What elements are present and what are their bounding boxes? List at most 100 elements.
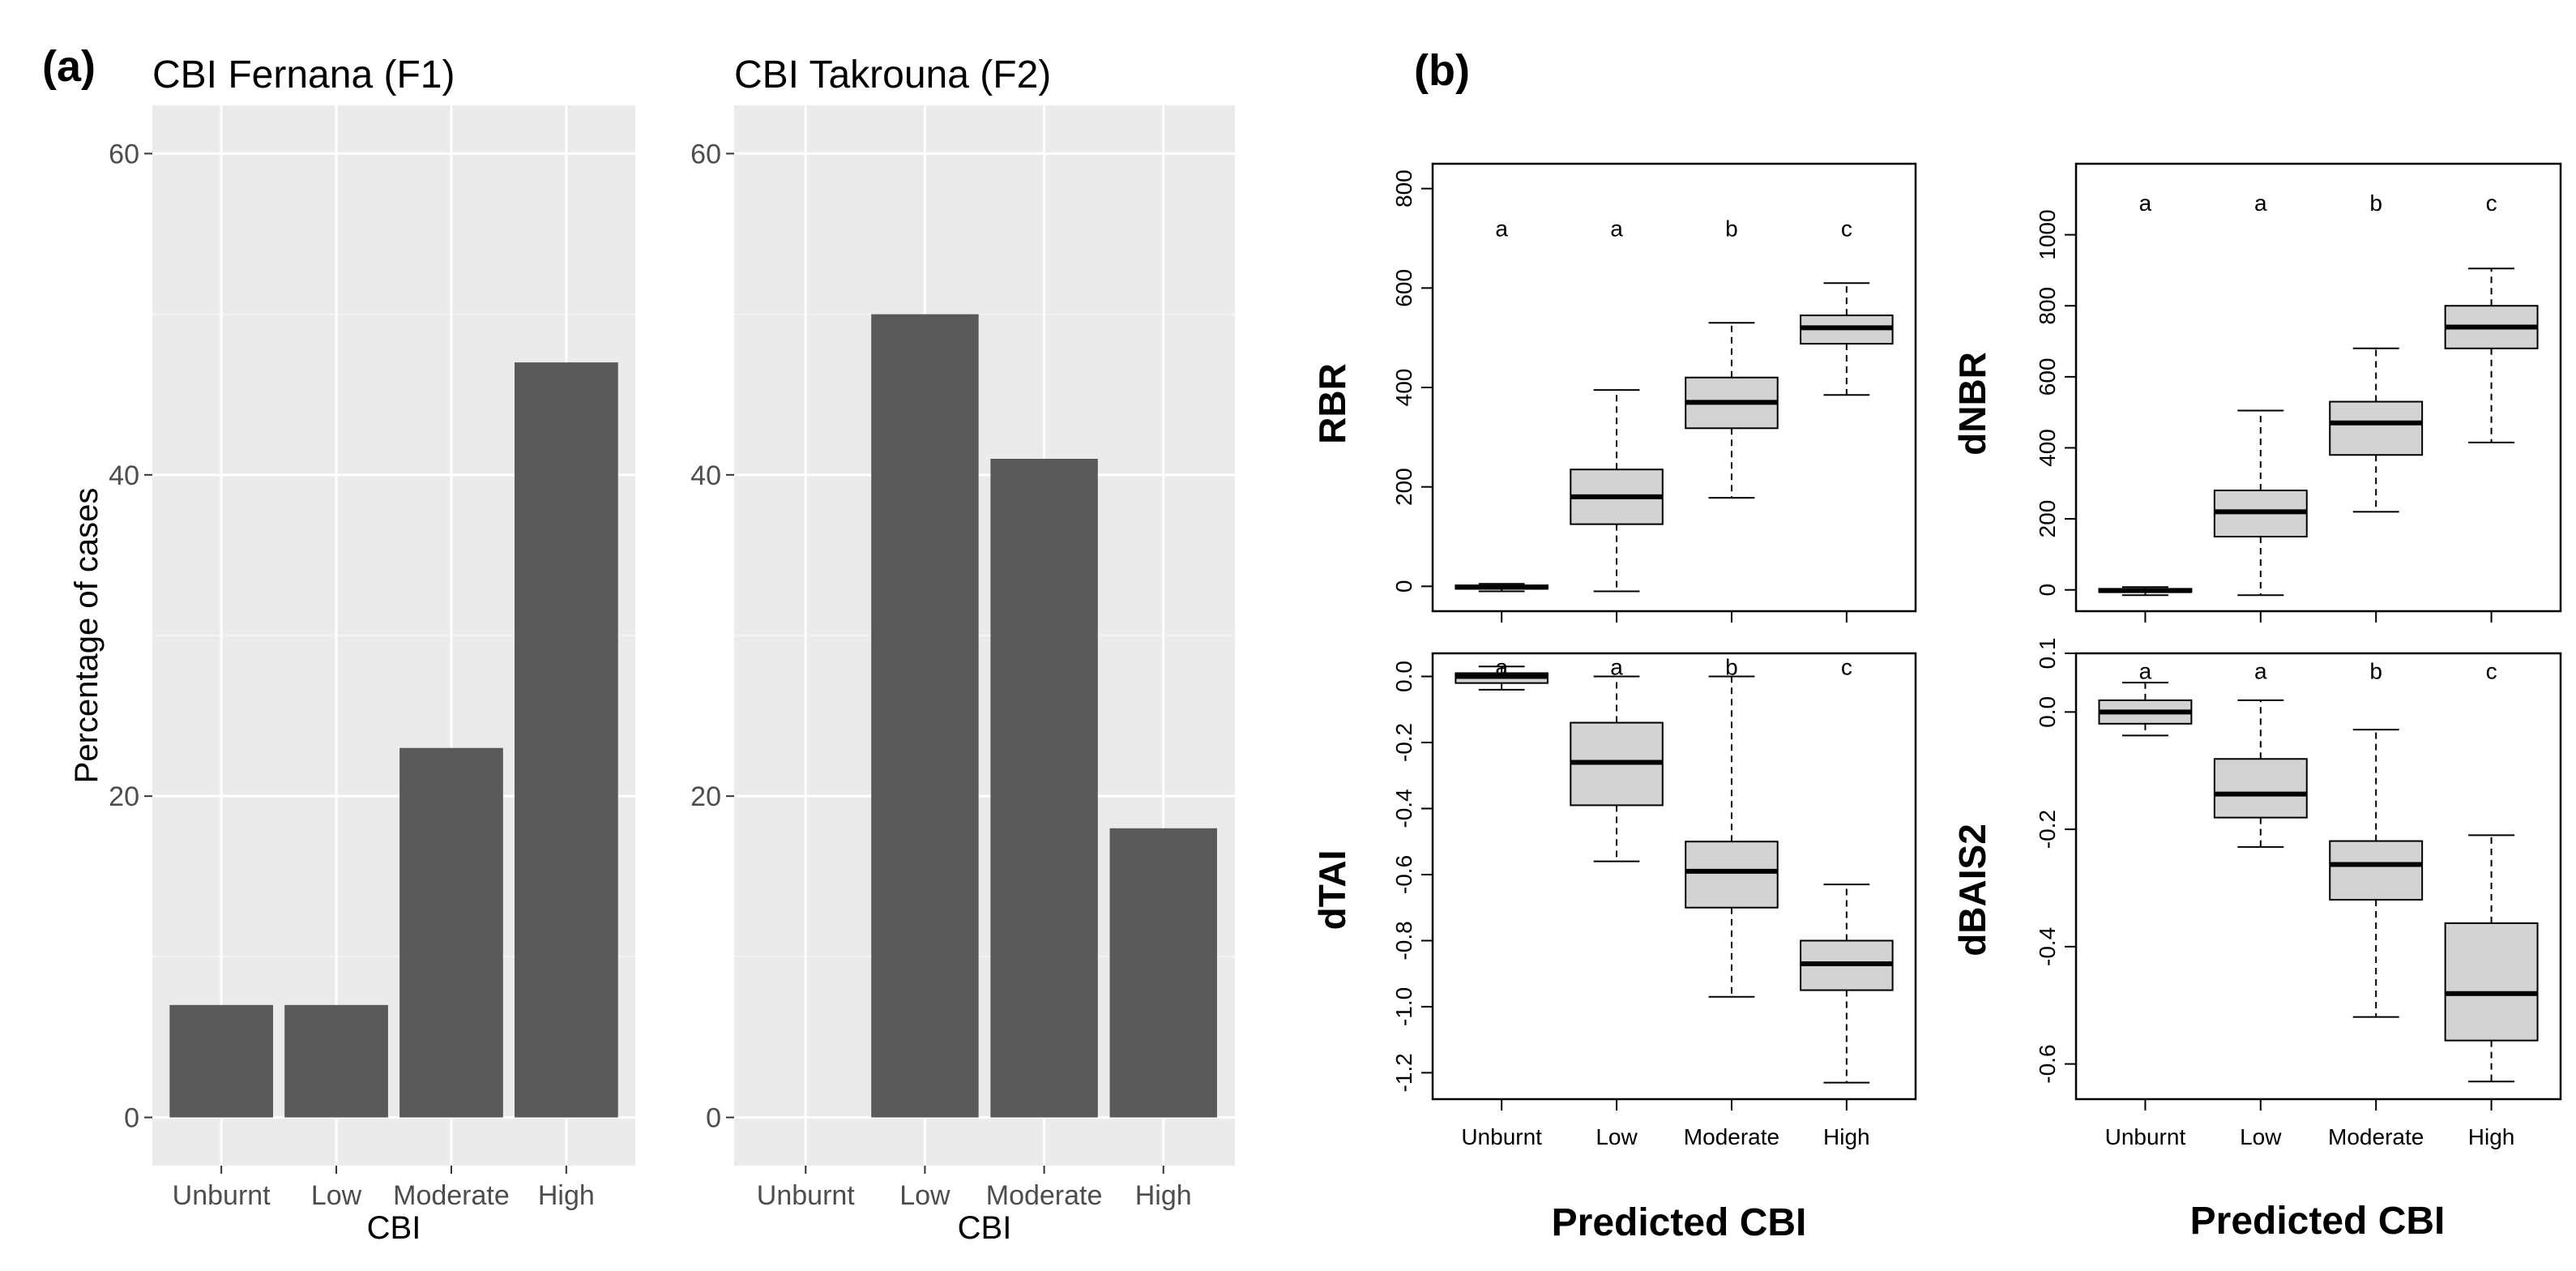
x-tick-label-high-dtai: High	[1823, 1124, 1870, 1149]
boxplot-dnbr: dNBR 0 200 400 600 800 1000 a a b c	[1951, 162, 2562, 623]
y-tick-label-fernana: 60	[109, 139, 139, 169]
y-tick-label-takrouna: 60	[690, 139, 721, 169]
significance-letter-moderate-dnbr: b	[2369, 190, 2382, 216]
box-low-dbais2	[2213, 758, 2308, 819]
x-tick-label-low-takrouna: Low	[899, 1180, 951, 1211]
x-tick-label-moderate-fernana: Moderate	[393, 1180, 510, 1211]
box-moderate-dbais2	[2329, 840, 2424, 901]
bar-moderate-takrouna	[990, 459, 1098, 1118]
y-tick-label-dnbr: 200	[2035, 500, 2060, 538]
box-high-dbais2	[2444, 922, 2539, 1042]
plot-frame-dnbr	[2074, 162, 2562, 613]
significance-letter-high-dtai: c	[1841, 654, 1852, 679]
y-tick-label-dnbr: 400	[2035, 429, 2060, 467]
significance-letter-unburnt-dtai: a	[1495, 654, 1508, 679]
x-tick-label-moderate-takrouna: Moderate	[986, 1180, 1103, 1211]
y-axis-label-dnbr: dNBR	[1951, 352, 1993, 456]
significance-letter-high-rbr: c	[1841, 216, 1852, 242]
bar-chart-takrouna: CBI Takrouna (F2) 0 20 40 60 Unburnt Low Mode…	[690, 53, 1235, 1246]
y-axis-fernana: 0 20 40 60	[109, 139, 152, 1134]
y-tick-label-takrouna: 40	[690, 460, 721, 491]
significance-letter-moderate-dbais2: b	[2369, 659, 2382, 684]
y-axis-label-rbr: RBR	[1311, 363, 1353, 444]
y-tick-label-dtai: -0.8	[1391, 921, 1416, 960]
y-tick-label-rbr: 0	[1391, 580, 1416, 593]
significance-letter-unburnt-dbais2: a	[2139, 659, 2152, 684]
plot-frame-dtai	[1431, 652, 1917, 1101]
x-axis-label-takrouna: CBI	[958, 1210, 1012, 1246]
boxplot-rbr: RBR 0 200 400 600 800 a a b c	[1311, 162, 1917, 623]
x-tick-label-high-takrouna: High	[1135, 1180, 1192, 1211]
y-tick-label-rbr: 200	[1391, 468, 1416, 506]
x-tick-label-unburnt-takrouna: Unburnt	[757, 1180, 856, 1211]
y-tick-label-dtai: -0.6	[1391, 855, 1416, 894]
y-tick-label-takrouna: 0	[706, 1103, 721, 1134]
y-tick-label-dnbr: 800	[2035, 287, 2060, 325]
y-tick-label-rbr: 600	[1391, 269, 1416, 307]
chart-title-takrouna: CBI Takrouna (F2)	[734, 53, 1051, 96]
y-tick-label-dtai: -0.4	[1391, 789, 1416, 828]
bar-moderate-fernana	[399, 747, 503, 1118]
x-tick-label-unburnt-dbais2: Unburnt	[2105, 1124, 2186, 1149]
significance-letter-low-rbr: a	[1610, 216, 1623, 242]
boxplot-dtai: dTAI Predicted CBI 0.0 -0.2 -0.4 -0.6 -0.8 -1…	[1311, 652, 1917, 1244]
x-axis-fernana: Unburnt Low Moderate High	[173, 1166, 595, 1211]
significance-letter-moderate-dtai: b	[1725, 654, 1738, 679]
x-tick-label-moderate-dtai: Moderate	[1684, 1124, 1779, 1149]
x-axis-label-dbais2: Predicted CBI	[2190, 1200, 2446, 1243]
bar-chart-fernana: CBI Fernana (F1) 0 20 40 60 Unburnt Low Moder…	[69, 53, 635, 1246]
bars-takrouna	[871, 314, 1217, 1118]
y-tick-label-dnbr: 1000	[2035, 209, 2060, 259]
y-tick-label-dtai: -1.0	[1391, 987, 1416, 1026]
plot-frame-dbais2	[2074, 652, 2562, 1101]
significance-letter-low-dbais2: a	[2254, 659, 2267, 684]
x-tick-label-unburnt-fernana: Unburnt	[173, 1180, 271, 1211]
y-tick-label-rbr: 400	[1391, 369, 1416, 407]
x-tick-label-moderate-dbais2: Moderate	[2328, 1124, 2424, 1149]
bar-high-takrouna	[1109, 828, 1217, 1118]
y-axis-label-dtai: dTAI	[1311, 850, 1353, 931]
panel-b-tag: (b)	[1414, 46, 1470, 95]
y-axis-label-fernana: Percentage of cases	[69, 488, 105, 784]
y-tick-label-rbr: 800	[1391, 169, 1416, 208]
box-moderate-dnbr	[2329, 400, 2424, 456]
y-tick-label-fernana: 40	[109, 460, 139, 491]
chart-title-fernana: CBI Fernana (F1)	[152, 53, 455, 96]
significance-letter-unburnt-rbr: a	[1495, 216, 1508, 242]
y-tick-label-fernana: 0	[124, 1103, 139, 1134]
bar-high-fernana	[515, 362, 618, 1118]
y-tick-label-dbais2: 0.0	[2035, 696, 2060, 728]
box-moderate-dtai	[1685, 841, 1779, 909]
boxplot-dbais2: dBAIS2 Predicted CBI 0.1 0.0 -0.2 -0.4 -0.6 a…	[1951, 638, 2562, 1243]
y-tick-label-fernana: 20	[109, 781, 139, 812]
x-axis-label-dtai: Predicted CBI	[1552, 1201, 1807, 1244]
y-axis-takrouna: 0 20 40 60	[690, 139, 734, 1134]
significance-letter-unburnt-dnbr: a	[2139, 190, 2152, 216]
y-tick-label-dnbr: 0	[2035, 584, 2060, 597]
significance-letter-high-dnbr: c	[2486, 190, 2497, 216]
y-tick-label-dtai: -0.2	[1391, 723, 1416, 762]
bar-low-takrouna	[871, 314, 979, 1118]
x-axis-label-fernana: CBI	[367, 1210, 421, 1246]
y-axis-label-dbais2: dBAIS2	[1951, 824, 1993, 956]
bar-unburnt-fernana	[169, 1004, 273, 1118]
x-tick-label-high-fernana: High	[538, 1180, 595, 1211]
significance-letter-high-dbais2: c	[2486, 659, 2497, 684]
panel-a-tag: (a)	[42, 42, 96, 91]
y-tick-label-dtai: -1.2	[1391, 1053, 1416, 1092]
y-tick-label-dbais2: 0.1	[2035, 638, 2060, 670]
x-tick-label-high-dbais2: High	[2468, 1124, 2515, 1149]
x-tick-label-low-fernana: Low	[311, 1180, 362, 1211]
x-tick-label-low-dbais2: Low	[2240, 1124, 2282, 1149]
y-tick-label-dbais2: -0.6	[2035, 1044, 2060, 1083]
significance-letter-low-dtai: a	[1610, 654, 1623, 679]
y-tick-label-dnbr: 600	[2035, 357, 2060, 396]
bars-fernana	[169, 362, 618, 1118]
x-axis-takrouna: Unburnt Low Moderate High	[757, 1166, 1192, 1211]
y-tick-label-dtai: 0.0	[1391, 661, 1416, 692]
y-tick-label-dbais2: -0.4	[2035, 927, 2060, 966]
x-tick-label-low-dtai: Low	[1596, 1124, 1638, 1149]
bar-low-fernana	[284, 1004, 388, 1118]
significance-letter-moderate-rbr: b	[1725, 216, 1738, 242]
